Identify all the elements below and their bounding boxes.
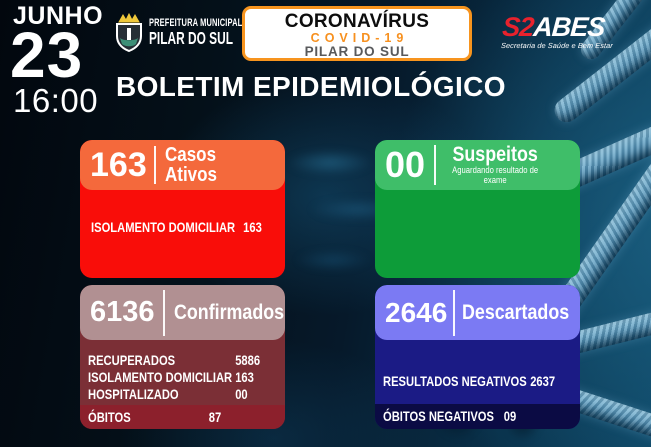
date-time: 16:00 [13, 81, 99, 119]
health-dept-logo-suffix: ABES [532, 12, 606, 42]
city-crest-icon [116, 13, 142, 53]
health-dept-logo-prefix: S2 [501, 12, 535, 42]
stat-label: ISOLAMENTO DOMICILIAR [88, 369, 233, 385]
stat-row: ÓBITOS 87 [80, 409, 244, 426]
stat-row: ISOLAMENTO DOMICILIAR 163 [80, 369, 270, 386]
health-dept-logo-subtitle: Secretaria de Saúde e Bem Estar [500, 41, 614, 50]
date-block: JUNHO 23 16:00 [10, 2, 104, 119]
suspeitos-sublabel: Aguardando resultado de exame [452, 165, 539, 186]
card-casos-ativos-header: 163 Casos Ativos [80, 140, 285, 190]
confirmados-rows: RECUPERADOS 5886 ISOLAMENTO DOMICILIAR 1… [80, 352, 285, 403]
card-casos-ativos: 163 Casos Ativos ISOLAMENTO DOMICILIAR 1… [80, 140, 285, 278]
suspeitos-label: Suspeitos Aguardando resultado de exame [445, 144, 545, 186]
city-logo-line1: PREFEITURA MUNICIPAL [149, 17, 243, 30]
stat-value: 163 [235, 369, 254, 385]
descartados-count: 2646 [385, 296, 448, 328]
city-logo: PREFEITURA MUNICIPAL PILAR DO SUL [112, 13, 286, 53]
stat-label: ÓBITOS NEGATIVOS [383, 408, 494, 424]
card-descartados-header: 2646 Descartados [375, 285, 580, 340]
suspeitos-label-text: Suspeitos [452, 142, 538, 166]
stat-label: ÓBITOS [88, 408, 131, 425]
suspeitos-count: 00 [385, 144, 426, 185]
stat-value: 2637 [530, 373, 556, 389]
detail-label: ISOLAMENTO DOMICILIAR [91, 219, 236, 235]
casos-ativos-count: 163 [90, 145, 147, 184]
confirmados-count: 6136 [90, 296, 155, 328]
date-month: JUNHO [13, 2, 104, 30]
city-logo-line2: PILAR DO SUL [149, 28, 233, 49]
stat-value: 5886 [235, 352, 261, 368]
stat-row: RECUPERADOS 5886 [80, 352, 270, 369]
detail-value: 163 [243, 219, 262, 235]
date-day: 23 [10, 19, 84, 91]
stat-value: 00 [235, 386, 248, 402]
casos-ativos-label: Casos Ativos [164, 143, 217, 186]
card-confirmados-header: 6136 Confirmados [80, 285, 285, 340]
health-dept-logo: S2ABES Secretaria de Saúde e Bem Estar [500, 12, 615, 50]
covid-box-line3: PILAR DO SUL [304, 44, 410, 60]
card-suspeitos: 00 Suspeitos Aguardando resultado de exa… [375, 140, 580, 278]
stat-row: ÓBITOS NEGATIVOS 09 [375, 408, 539, 425]
health-dept-logo-name: S2ABES [501, 12, 615, 42]
card-descartados: 2646 Descartados RESULTADOS NEGATIVOS 26… [375, 285, 580, 429]
stat-label: RESULTADOS NEGATIVOS [383, 373, 527, 389]
obitos-highlight-row: ÓBITOS 87 [80, 405, 285, 429]
card-suspeitos-header: 00 Suspeitos Aguardando resultado de exa… [375, 140, 580, 190]
stat-row: HOSPITALIZADO 00 [80, 386, 270, 403]
descartados-body: RESULTADOS NEGATIVOS 2637 ÓBITOS NEGATIV… [375, 340, 580, 429]
confirmados-label: Confirmados [173, 300, 284, 324]
stat-value: 09 [503, 408, 517, 424]
card-confirmados: 6136 Confirmados RECUPERADOS 5886 ISOLAM… [80, 285, 285, 429]
page-title: BOLETIM EPIDEMIOLÓGICO [116, 71, 506, 102]
divider-line [453, 289, 456, 336]
divider-line [153, 146, 156, 184]
divider-line [162, 289, 165, 336]
stat-row: RESULTADOS NEGATIVOS 2637 [375, 373, 565, 390]
obitos-negativos-highlight-row: ÓBITOS NEGATIVOS 09 [375, 404, 580, 429]
stat-label: HOSPITALIZADO [88, 386, 179, 402]
covid-title-box: CORONAVÍRUS COVID-19 PILAR DO SUL [242, 6, 472, 61]
stat-value: 87 [208, 408, 222, 425]
covid-box-line1: CORONAVÍRUS [284, 11, 430, 32]
city-logo-text: PREFEITURA MUNICIPAL PILAR DO SUL [149, 18, 242, 48]
stat-label: RECUPERADOS [88, 352, 176, 368]
divider-line [434, 145, 437, 185]
covid-box-line2: COVID-19 [310, 30, 409, 45]
descartados-label: Descartados [462, 300, 570, 324]
casos-ativos-detail-row: ISOLAMENTO DOMICILIAR 163 [91, 219, 262, 235]
